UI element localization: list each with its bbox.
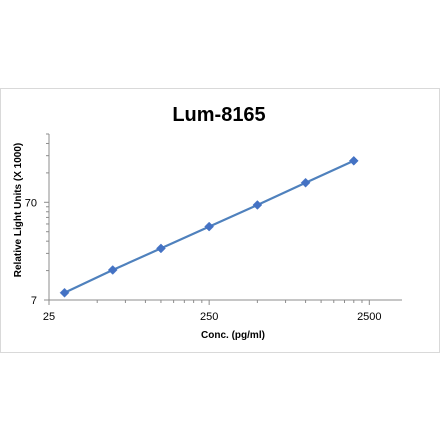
data-point bbox=[204, 221, 215, 232]
y-tick-label: 7 bbox=[31, 295, 37, 307]
data-point bbox=[348, 155, 359, 166]
data-point bbox=[252, 200, 263, 210]
data-point bbox=[300, 177, 311, 188]
y-tick-label: 70 bbox=[25, 197, 37, 209]
data-point bbox=[107, 265, 118, 275]
data-point bbox=[156, 243, 166, 254]
plot-area: 7 70 25 250 2500 bbox=[25, 133, 402, 323]
chart-title: Lum-8165 bbox=[172, 104, 265, 126]
x-tick-label: 250 bbox=[200, 311, 218, 323]
chart-frame-border bbox=[0, 88, 440, 353]
x-tick-label: 25 bbox=[43, 311, 55, 323]
y-axis-title: Relative Light Units (X 1000) bbox=[13, 143, 24, 277]
data-point bbox=[59, 287, 70, 298]
x-axis-title: Conc. (pg/ml) bbox=[201, 330, 265, 341]
x-tick-label: 2500 bbox=[357, 311, 381, 323]
